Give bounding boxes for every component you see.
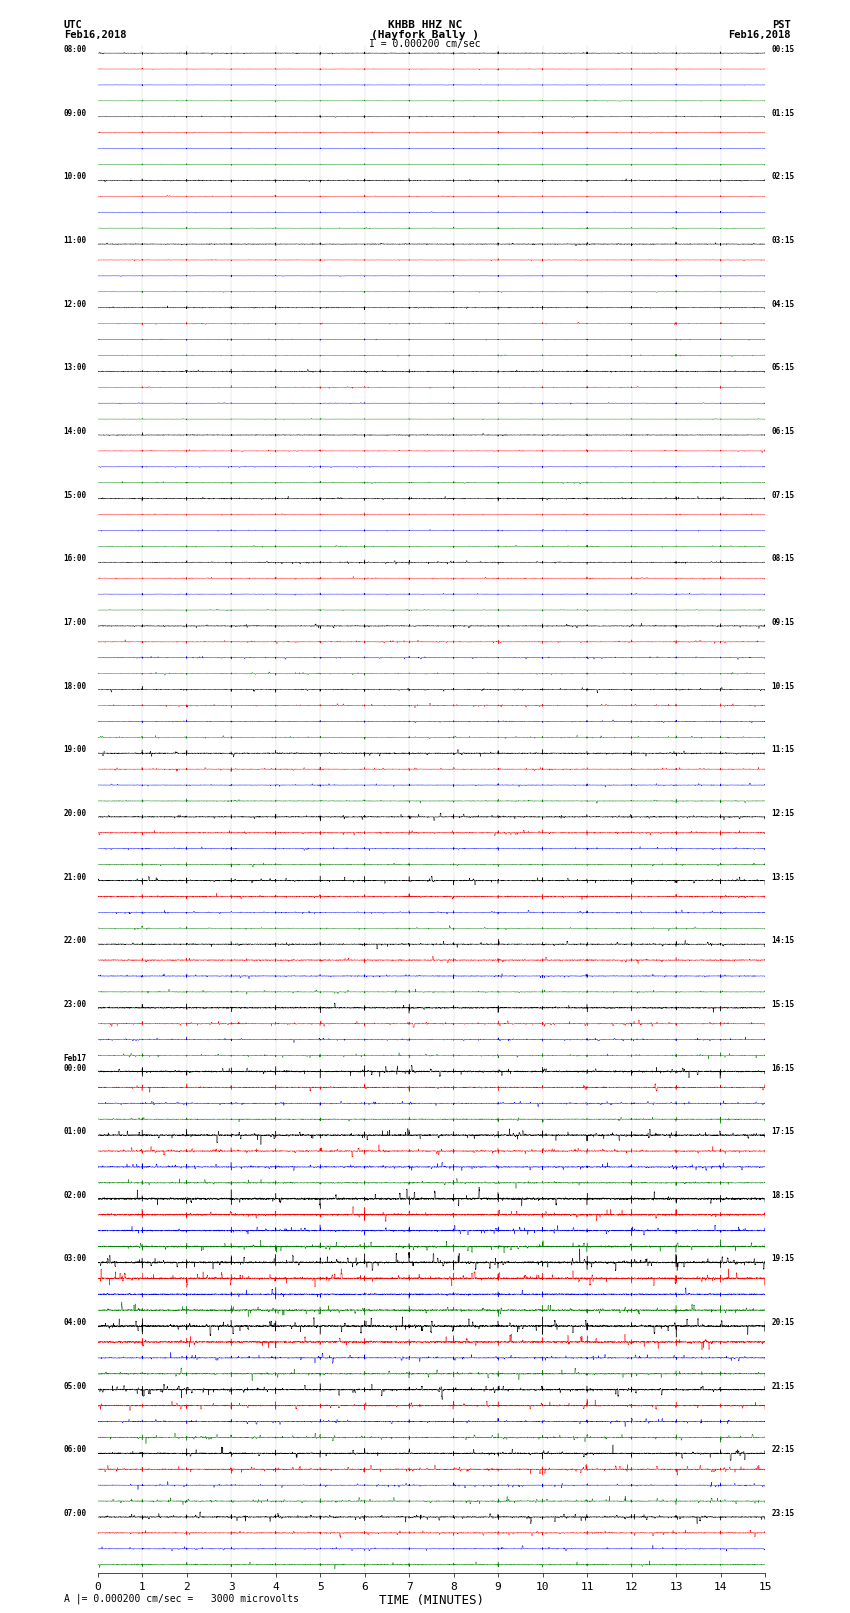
Text: 04:15: 04:15 — [772, 300, 795, 308]
Text: 20:00: 20:00 — [64, 810, 87, 818]
Text: 07:15: 07:15 — [772, 490, 795, 500]
Text: 13:00: 13:00 — [64, 363, 87, 373]
Text: 01:00: 01:00 — [64, 1127, 87, 1136]
Text: Feb16,2018: Feb16,2018 — [728, 31, 791, 40]
Text: I = 0.000200 cm/sec: I = 0.000200 cm/sec — [369, 39, 481, 48]
Text: 06:15: 06:15 — [772, 427, 795, 436]
Text: 03:00: 03:00 — [64, 1255, 87, 1263]
Text: 00:15: 00:15 — [772, 45, 795, 55]
Text: 09:00: 09:00 — [64, 108, 87, 118]
Text: KHBB HHZ NC: KHBB HHZ NC — [388, 19, 462, 31]
Text: 19:00: 19:00 — [64, 745, 87, 755]
Text: 21:00: 21:00 — [64, 873, 87, 882]
X-axis label: TIME (MINUTES): TIME (MINUTES) — [379, 1595, 484, 1608]
Text: 14:15: 14:15 — [772, 936, 795, 945]
Text: 03:15: 03:15 — [772, 235, 795, 245]
Text: 04:00: 04:00 — [64, 1318, 87, 1327]
Text: 16:00: 16:00 — [64, 555, 87, 563]
Text: PST: PST — [772, 19, 791, 31]
Text: 10:00: 10:00 — [64, 173, 87, 181]
Text: 08:15: 08:15 — [772, 555, 795, 563]
Text: 17:00: 17:00 — [64, 618, 87, 627]
Text: Feb16,2018: Feb16,2018 — [64, 31, 127, 40]
Text: 22:00: 22:00 — [64, 936, 87, 945]
Text: UTC: UTC — [64, 19, 82, 31]
Text: 10:15: 10:15 — [772, 682, 795, 690]
Text: 18:15: 18:15 — [772, 1190, 795, 1200]
Text: 22:15: 22:15 — [772, 1445, 795, 1455]
Text: 08:00: 08:00 — [64, 45, 87, 55]
Text: 14:00: 14:00 — [64, 427, 87, 436]
Text: 13:15: 13:15 — [772, 873, 795, 882]
Text: 17:15: 17:15 — [772, 1127, 795, 1136]
Text: 11:15: 11:15 — [772, 745, 795, 755]
Text: 23:00: 23:00 — [64, 1000, 87, 1008]
Text: 02:00: 02:00 — [64, 1190, 87, 1200]
Text: 06:00: 06:00 — [64, 1445, 87, 1455]
Text: (Hayfork Bally ): (Hayfork Bally ) — [371, 31, 479, 40]
Text: 02:15: 02:15 — [772, 173, 795, 181]
Text: 15:00: 15:00 — [64, 490, 87, 500]
Text: 12:00: 12:00 — [64, 300, 87, 308]
Text: 00:00: 00:00 — [64, 1063, 87, 1073]
Text: A |= 0.000200 cm/sec =   3000 microvolts: A |= 0.000200 cm/sec = 3000 microvolts — [64, 1594, 298, 1603]
Text: 07:00: 07:00 — [64, 1510, 87, 1518]
Text: 11:00: 11:00 — [64, 235, 87, 245]
Text: 01:15: 01:15 — [772, 108, 795, 118]
Text: 05:15: 05:15 — [772, 363, 795, 373]
Text: Feb17: Feb17 — [64, 1053, 87, 1063]
Text: 05:00: 05:00 — [64, 1382, 87, 1390]
Text: 18:00: 18:00 — [64, 682, 87, 690]
Text: 09:15: 09:15 — [772, 618, 795, 627]
Text: 23:15: 23:15 — [772, 1510, 795, 1518]
Text: 12:15: 12:15 — [772, 810, 795, 818]
Text: 16:15: 16:15 — [772, 1063, 795, 1073]
Text: 19:15: 19:15 — [772, 1255, 795, 1263]
Text: 15:15: 15:15 — [772, 1000, 795, 1008]
Text: 21:15: 21:15 — [772, 1382, 795, 1390]
Text: 20:15: 20:15 — [772, 1318, 795, 1327]
